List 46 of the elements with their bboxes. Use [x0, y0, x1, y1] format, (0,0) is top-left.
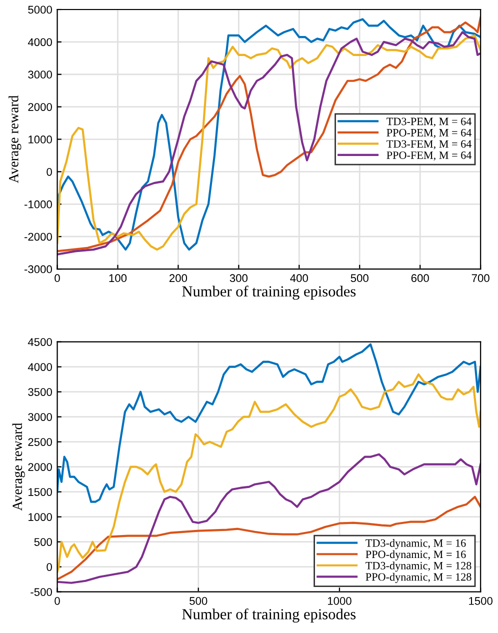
legend-label: PPO-dynamic, M = 16: [366, 550, 466, 560]
y-tick-label: 2000: [28, 103, 52, 111]
y-tick-label: 4000: [28, 363, 52, 371]
legend-label: PPO-FEM, M = 64: [386, 151, 472, 161]
y-tick-label: 5000: [28, 6, 52, 14]
y-tick-label: -3000: [24, 265, 52, 274]
y-tick-label: 3000: [28, 413, 52, 421]
y-tick-label: 500: [34, 538, 52, 546]
x-tick-label: 0: [54, 597, 60, 605]
legend-label: TD3-dynamic, M = 16: [366, 539, 466, 550]
y-tick-label: 3500: [28, 388, 52, 396]
y-axis-title: Average reward: [8, 95, 22, 184]
y-tick-label: -2000: [24, 232, 52, 241]
legend-label: TD3-FEM, M = 64: [386, 140, 472, 150]
x-tick-label: 200: [170, 274, 188, 282]
legend-label: PPO-dynamic, M = 128: [366, 572, 472, 583]
y-tick-label: 4000: [28, 38, 52, 46]
y-tick-label: 1000: [28, 513, 52, 521]
legend-label: PPO-PEM, M = 64: [386, 128, 472, 138]
x-tick-label: 1500: [469, 597, 492, 605]
y-axis-title: Average reward: [12, 422, 25, 511]
x-tick-label: 0: [54, 274, 60, 282]
legend-label: TD3-dynamic, M = 128: [366, 562, 472, 572]
x-tick-label: 100: [109, 274, 127, 282]
y-tick-label: -1000: [24, 200, 52, 208]
x-tick-label: 500: [350, 274, 368, 282]
x-tick-label: 300: [230, 274, 248, 282]
y-tick-label: 1500: [28, 488, 52, 496]
line-series: [57, 453, 481, 584]
x-tick-label: 500: [190, 597, 208, 605]
y-tick-label: 3000: [28, 70, 52, 79]
y-tick-label: 2000: [28, 463, 52, 471]
y-tick-label: 0: [46, 563, 52, 571]
y-tick-label: 0: [46, 168, 52, 176]
legend-label: TD3-PEM, M = 64: [386, 118, 472, 127]
x-tick-label: 600: [411, 274, 429, 282]
y-tick-label: 1000: [28, 136, 52, 144]
x-tick-label: 400: [290, 274, 308, 282]
x-tick-label: 1000: [328, 597, 352, 605]
y-tick-label: 4500: [28, 338, 52, 346]
x-axis-title: Number of training episodes: [182, 286, 356, 300]
y-tick-label: -500: [30, 588, 52, 596]
x-axis-title: Number of training episodes: [182, 608, 356, 623]
line-series: [57, 373, 481, 573]
x-tick-label: 700: [472, 274, 490, 282]
y-tick-label: 2500: [28, 438, 52, 446]
